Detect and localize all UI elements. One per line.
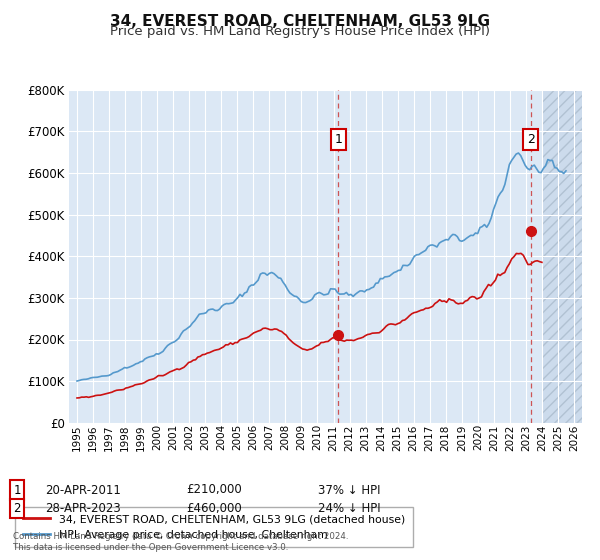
Text: 28-APR-2023: 28-APR-2023 bbox=[45, 502, 121, 515]
Text: 1: 1 bbox=[334, 133, 342, 146]
Legend: 34, EVEREST ROAD, CHELTENHAM, GL53 9LG (detached house), HPI: Average price, det: 34, EVEREST ROAD, CHELTENHAM, GL53 9LG (… bbox=[16, 506, 413, 547]
Text: 37% ↓ HPI: 37% ↓ HPI bbox=[318, 483, 380, 497]
Text: £210,000: £210,000 bbox=[186, 483, 242, 497]
Text: 2: 2 bbox=[527, 133, 535, 146]
Text: 1: 1 bbox=[13, 483, 20, 497]
Text: 2: 2 bbox=[13, 502, 20, 515]
Text: 20-APR-2011: 20-APR-2011 bbox=[45, 483, 121, 497]
Text: £460,000: £460,000 bbox=[186, 502, 242, 515]
Bar bbox=[542, 90, 582, 423]
Text: 24% ↓ HPI: 24% ↓ HPI bbox=[318, 502, 380, 515]
Text: Price paid vs. HM Land Registry's House Price Index (HPI): Price paid vs. HM Land Registry's House … bbox=[110, 25, 490, 38]
Text: 34, EVEREST ROAD, CHELTENHAM, GL53 9LG: 34, EVEREST ROAD, CHELTENHAM, GL53 9LG bbox=[110, 14, 490, 29]
Text: Contains HM Land Registry data © Crown copyright and database right 2024.
This d: Contains HM Land Registry data © Crown c… bbox=[13, 532, 349, 552]
